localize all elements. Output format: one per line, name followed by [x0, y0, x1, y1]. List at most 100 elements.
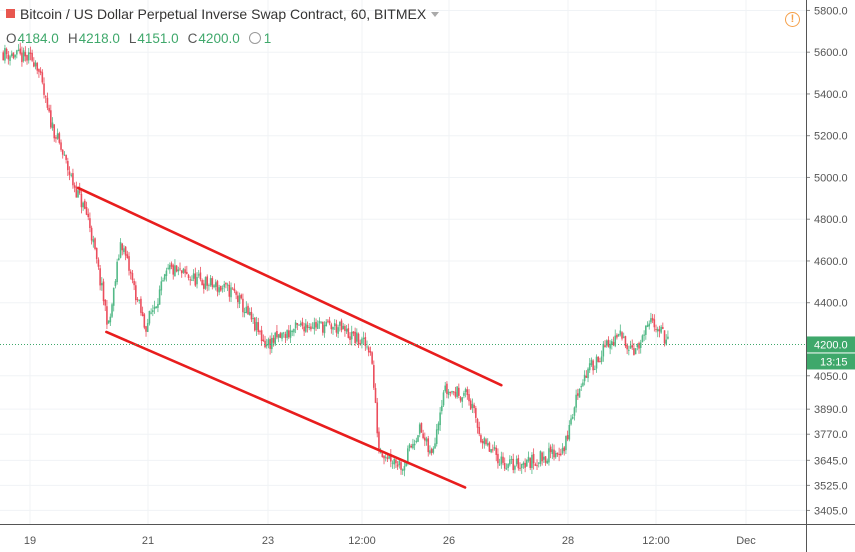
candle — [259, 329, 261, 335]
candle — [520, 463, 523, 474]
candle — [68, 166, 71, 181]
candle — [4, 44, 6, 64]
candle — [124, 245, 127, 261]
candle — [503, 457, 506, 472]
candle — [356, 328, 358, 344]
candle — [350, 325, 353, 346]
trendline-upper[interactable] — [76, 186, 503, 387]
candle — [344, 324, 346, 337]
candle — [9, 54, 11, 66]
candle — [648, 320, 651, 330]
candle — [320, 321, 322, 324]
candle — [651, 313, 654, 324]
candle — [163, 273, 166, 282]
candle — [578, 388, 581, 398]
clock-icon[interactable] — [248, 32, 261, 44]
candle — [590, 357, 593, 367]
warning-icon[interactable]: ! — [785, 12, 800, 27]
candle — [169, 262, 171, 274]
open-label: O — [6, 31, 17, 46]
candle — [50, 104, 52, 130]
y-tick-label: 5000.0 — [814, 172, 848, 184]
candle — [70, 172, 73, 178]
candle — [313, 317, 316, 335]
candle — [315, 318, 317, 332]
candle — [196, 272, 198, 289]
candle — [155, 306, 158, 309]
candle — [439, 407, 441, 431]
candle — [645, 324, 647, 340]
candle — [347, 323, 350, 339]
y-tick-label: 3890.0 — [814, 404, 848, 416]
candle — [305, 319, 307, 333]
candle — [373, 360, 375, 390]
candle — [386, 454, 389, 462]
candle — [199, 266, 202, 282]
candle — [282, 331, 285, 338]
chevron-down-icon[interactable] — [431, 12, 440, 17]
candle — [390, 449, 392, 468]
candle — [260, 325, 263, 346]
candle — [510, 455, 513, 465]
countdown-label: 13:15 — [820, 356, 848, 368]
candle — [624, 335, 627, 349]
candle — [279, 331, 282, 339]
candle — [383, 454, 385, 465]
candle — [587, 367, 589, 383]
candle — [558, 447, 560, 462]
candle — [48, 104, 50, 113]
candle — [16, 49, 18, 59]
candle — [213, 284, 215, 289]
candle — [398, 459, 401, 469]
candle — [41, 69, 44, 85]
candle — [160, 276, 163, 296]
candle — [24, 46, 27, 62]
candle — [667, 330, 669, 340]
candle — [250, 307, 253, 323]
candle — [162, 277, 164, 282]
candle — [31, 49, 33, 63]
candle — [116, 258, 118, 285]
candle — [85, 201, 88, 216]
candle — [505, 463, 508, 470]
candle — [622, 332, 625, 339]
candle — [301, 317, 304, 330]
candle — [109, 313, 112, 326]
candle — [255, 316, 258, 337]
candle — [573, 406, 576, 421]
candle — [257, 317, 260, 335]
candle — [502, 452, 504, 466]
candle — [430, 447, 433, 456]
candle — [276, 324, 278, 340]
x-tick-label: 19 — [24, 535, 36, 547]
candle — [218, 284, 220, 296]
y-tick-label: 5200.0 — [814, 131, 848, 143]
candle — [29, 46, 32, 61]
candle — [483, 436, 486, 449]
candle — [184, 266, 186, 278]
candle — [490, 448, 492, 454]
candle — [267, 337, 270, 349]
candle — [203, 279, 205, 294]
candle — [293, 328, 295, 337]
candle — [114, 278, 117, 289]
candle — [437, 421, 440, 435]
candle — [374, 383, 377, 404]
candle — [451, 390, 453, 395]
candle — [172, 263, 175, 280]
countdown-badge — [807, 353, 855, 370]
candle — [191, 275, 193, 281]
candle — [400, 458, 402, 475]
candle — [296, 322, 299, 331]
candle — [342, 322, 345, 330]
candle — [458, 383, 460, 399]
trendline-lower[interactable] — [105, 330, 467, 489]
candle — [617, 333, 620, 337]
candle — [507, 463, 509, 472]
chart-title: Bitcoin / US Dollar Perpetual Inverse Sw… — [20, 6, 427, 22]
candle — [197, 269, 200, 278]
candle — [531, 452, 533, 475]
candle — [143, 312, 146, 330]
candle — [396, 461, 399, 470]
